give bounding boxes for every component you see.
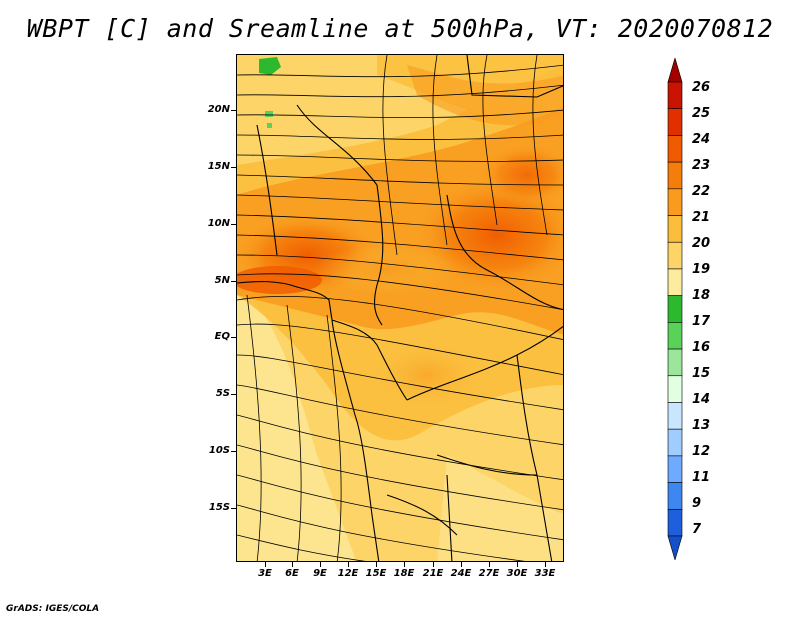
- lat-tick: [231, 337, 236, 338]
- map-svg: [237, 55, 563, 561]
- colorbar-segment: [667, 482, 683, 510]
- colorbar-label-12: 12: [692, 444, 711, 459]
- lat-label-20n: 20N: [207, 104, 230, 115]
- lon-tick: [376, 562, 377, 567]
- lon-label-30e: 30E: [506, 568, 528, 579]
- lon-label-27e: 27E: [478, 568, 500, 579]
- colorbar-label-13: 13: [692, 418, 711, 433]
- colorbar-label-17: 17: [692, 314, 711, 329]
- lat-label-10s: 10S: [208, 445, 230, 456]
- lat-label-5n: 5N: [214, 275, 230, 286]
- lon-tick: [433, 562, 434, 567]
- lat-label-15s: 15S: [208, 502, 230, 513]
- streamlines: [237, 55, 563, 561]
- colorbar-label-21: 21: [692, 210, 711, 225]
- lat-tick: [231, 281, 236, 282]
- colorbar-label-20: 20: [692, 236, 711, 251]
- lat-tick: [231, 394, 236, 395]
- colorbar-segment: [667, 135, 683, 163]
- colorbar-segment: [667, 215, 683, 243]
- lon-label-6e: 6E: [285, 568, 299, 579]
- colorbar-label-18: 18: [692, 288, 711, 303]
- colorbar-label-26: 26: [692, 80, 711, 95]
- colorbar-label-11: 11: [692, 470, 711, 485]
- lat-tick: [231, 451, 236, 452]
- lon-tick: [461, 562, 462, 567]
- colorbar-label-16: 16: [692, 340, 711, 355]
- colorbar-label-22: 22: [692, 184, 711, 199]
- lat-label-10n: 10N: [207, 218, 230, 229]
- lon-tick: [489, 562, 490, 567]
- colorbar-label-15: 15: [692, 366, 711, 381]
- grads-credit: GrADS: IGES/COLA: [6, 604, 100, 614]
- colorbar-segment: [667, 161, 683, 190]
- lon-label-33e: 33E: [534, 568, 556, 579]
- colorbar-segment: [667, 375, 683, 403]
- colorbar-segment: [667, 188, 683, 216]
- lat-label-15n: 15N: [207, 161, 230, 172]
- lon-tick: [265, 562, 266, 567]
- colorbar-segment: [667, 268, 683, 296]
- lon-label-24e: 24E: [450, 568, 472, 579]
- coastline: [237, 280, 380, 561]
- lon-tick: [404, 562, 405, 567]
- lat-label-5s: 5S: [215, 388, 230, 399]
- colorbar-segment: [667, 428, 683, 457]
- colorbar-label-25: 25: [692, 106, 711, 121]
- boundaries: [237, 55, 563, 561]
- lat-tick: [231, 110, 236, 111]
- colorbar-label-9: 9: [692, 496, 702, 511]
- lon-label-3e: 3E: [258, 568, 272, 579]
- colorbar-segment: [667, 108, 683, 136]
- colorbar-segment: [667, 402, 683, 430]
- lon-label-12e: 12E: [337, 568, 359, 579]
- lat-tick: [231, 224, 236, 225]
- colorbar-label-19: 19: [692, 262, 711, 277]
- wbpt-field-cool: [237, 285, 357, 561]
- lat-label-eq: EQ: [214, 331, 230, 342]
- lon-tick: [545, 562, 546, 567]
- lon-label-21e: 21E: [422, 568, 444, 579]
- lon-tick: [517, 562, 518, 567]
- lon-label-15e: 15E: [365, 568, 387, 579]
- colorbar-label-24: 24: [692, 132, 711, 147]
- colorbar-segment: [667, 508, 683, 537]
- colorbar-segment: [667, 455, 683, 483]
- colorbar-segment: [667, 241, 683, 270]
- lon-tick: [320, 562, 321, 567]
- colorbar-label-23: 23: [692, 158, 711, 173]
- lon-label-9e: 9E: [313, 568, 327, 579]
- lon-tick: [292, 562, 293, 567]
- colorbar-segment: [667, 81, 683, 110]
- colorbar-segment: [667, 58, 683, 83]
- colorbar-segment: [667, 348, 683, 377]
- colorbar-segment: [667, 535, 683, 560]
- colorbar-segment: [667, 295, 683, 323]
- lat-tick: [231, 508, 236, 509]
- lat-tick: [231, 167, 236, 168]
- colorbar-label-7: 7: [692, 522, 702, 537]
- map-panel: [236, 54, 564, 562]
- lon-tick: [348, 562, 349, 567]
- colorbar-segment: [667, 322, 683, 350]
- chart-title: WBPT [C] and Sreamline at 500hPa, VT: 20…: [26, 14, 774, 43]
- colorbar: [667, 58, 683, 560]
- lon-label-18e: 18E: [393, 568, 415, 579]
- colorbar-label-14: 14: [692, 392, 711, 407]
- wbpt-green-patch: [259, 57, 281, 75]
